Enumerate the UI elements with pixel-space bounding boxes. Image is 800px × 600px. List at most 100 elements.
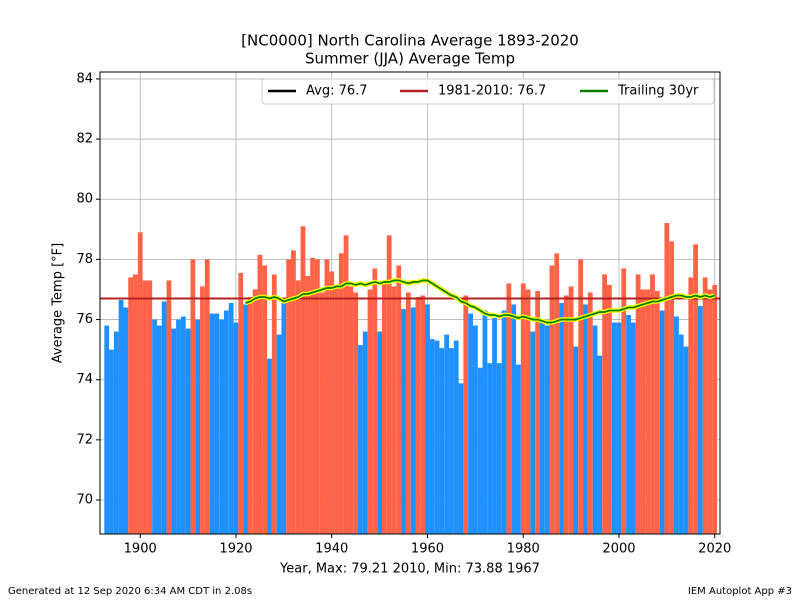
bar: [549, 265, 555, 534]
bar: [530, 331, 536, 534]
bar: [391, 286, 397, 534]
bar: [252, 289, 258, 534]
bar: [621, 268, 627, 534]
chart-subtitle: Summer (JJA) Average Temp: [305, 50, 515, 68]
bar: [314, 259, 320, 534]
bar: [688, 277, 694, 534]
x-tick-label: 1900: [124, 542, 157, 557]
bar: [616, 322, 622, 534]
x-tick-label: 1980: [507, 542, 540, 557]
legend-label: 1981-2010: 76.7: [438, 84, 546, 99]
footer-left: Generated at 12 Sep 2020 6:34 AM CDT in …: [8, 586, 252, 597]
bar: [425, 304, 430, 534]
bar: [324, 259, 330, 534]
plot-area: [100, 222, 720, 534]
bar: [405, 292, 411, 534]
y-tick-label: 74: [76, 372, 93, 387]
bar: [463, 295, 469, 534]
bar: [429, 339, 435, 534]
bar: [334, 286, 339, 534]
bar: [640, 289, 646, 534]
bar: [516, 364, 521, 534]
bar: [626, 315, 631, 534]
bar: [434, 340, 440, 534]
bar: [415, 296, 421, 534]
bar: [654, 290, 660, 534]
bar: [683, 346, 689, 534]
bar: [310, 257, 315, 534]
bar: [185, 328, 191, 534]
legend-label: Trailing 30yr: [617, 84, 699, 99]
bar: [401, 309, 406, 534]
bar: [338, 253, 344, 534]
bar: [329, 271, 335, 534]
bar: [200, 286, 205, 534]
bar: [224, 310, 229, 534]
legend-label: Avg: 76.7: [306, 84, 368, 99]
bar: [578, 259, 584, 534]
bar: [587, 292, 593, 534]
y-tick-label: 82: [76, 132, 93, 147]
line: [245, 279, 716, 324]
bar: [449, 348, 454, 534]
bar: [707, 289, 713, 534]
bar: [693, 244, 698, 534]
bar: [204, 259, 210, 534]
footer-right: IEM Autoplot App #3: [688, 586, 792, 597]
bar: [243, 304, 248, 534]
bar: [118, 299, 124, 534]
bar: [501, 310, 507, 534]
bar: [247, 296, 253, 534]
bar: [171, 328, 177, 534]
bar: [386, 235, 392, 534]
bar: [420, 295, 426, 534]
bar: [669, 241, 675, 534]
bar: [712, 284, 718, 534]
bar: [396, 265, 402, 534]
bar: [372, 268, 378, 534]
y-tick-label: 80: [76, 192, 93, 207]
bar: [563, 295, 569, 534]
bar: [295, 280, 301, 534]
bar: [257, 254, 263, 534]
bar: [109, 349, 114, 534]
bar: [358, 345, 363, 534]
bar: [477, 367, 483, 534]
bar: [583, 304, 588, 534]
bar: [305, 275, 311, 534]
bar: [156, 325, 162, 534]
plot-frame: [99, 71, 721, 535]
y-tick-label: 78: [76, 252, 93, 267]
bar: [506, 283, 512, 534]
bar: [544, 325, 550, 534]
bar: [472, 325, 478, 534]
bar: [697, 306, 703, 534]
bar: [166, 280, 172, 534]
bar: [142, 280, 148, 534]
bar: [276, 334, 282, 534]
bar: [539, 322, 545, 534]
y-tick-label: 84: [76, 71, 93, 86]
x-tick-label: 2020: [698, 542, 731, 557]
bar: [535, 290, 540, 534]
bar: [492, 318, 497, 534]
axes: 70 72 74 76 78 80 82 84 1900 1920 1940 1960 1980 2000…: [76, 71, 731, 556]
bar: [104, 325, 110, 534]
bar: [377, 331, 382, 534]
bar: [219, 319, 224, 534]
bar: [281, 301, 287, 534]
y-tick-label: 72: [76, 432, 93, 447]
bar: [262, 265, 268, 534]
bar: [635, 274, 641, 534]
bar: [209, 313, 215, 534]
bar: [573, 346, 579, 534]
bar: [286, 259, 292, 534]
x-tick-label: 1940: [315, 542, 348, 557]
legend: Avg: 76.7 1981-2010: 76.7 Trailing 30yr: [261, 78, 715, 105]
bar: [702, 277, 708, 534]
bar: [607, 284, 612, 534]
bar: [271, 274, 277, 534]
x-axis-label: Year, Max: 79.21 2010, Min: 73.88 1967: [279, 562, 540, 577]
bar: [180, 316, 186, 534]
